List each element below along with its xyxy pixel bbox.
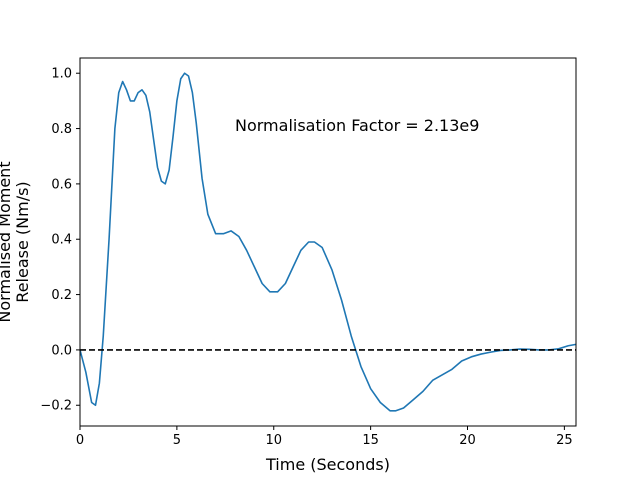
- y-tick-label: 0.0: [51, 343, 72, 358]
- x-tick-label: 15: [362, 433, 379, 448]
- y-tick-label: −0.2: [40, 399, 72, 414]
- y-axis-label: Normalised Moment Release (Nm/s): [0, 161, 32, 322]
- annotation-text: Normalisation Factor = 2.13e9: [235, 116, 479, 135]
- y-tick-label: 0.2: [51, 288, 72, 303]
- x-tick-label: 5: [173, 433, 181, 448]
- plot-area: [80, 58, 576, 426]
- x-tick-label: 10: [265, 433, 282, 448]
- x-tick-label: 20: [459, 433, 476, 448]
- x-tick-label: 0: [76, 433, 84, 448]
- y-axis-ticks: −0.2 0.0 0.2 0.4 0.6 0.8 1.0: [40, 67, 80, 414]
- x-axis-ticks: 0 5 10 15 20 25: [76, 426, 573, 448]
- y-tick-label: 0.8: [51, 122, 72, 137]
- series-line-0: [79, 72, 577, 412]
- y-tick-label: 0.4: [51, 233, 72, 248]
- y-axis-label-line-2: Release (Nm/s): [13, 181, 32, 302]
- plot-frame: [79, 57, 577, 427]
- y-axis-label-line-1: Normalised Moment: [0, 161, 14, 322]
- series-layer: [79, 72, 577, 412]
- y-tick-label: 0.6: [51, 177, 72, 192]
- x-tick-label: 25: [556, 433, 573, 448]
- x-axis-label: Time (Seconds): [265, 455, 390, 474]
- y-tick-label: 1.0: [51, 67, 72, 82]
